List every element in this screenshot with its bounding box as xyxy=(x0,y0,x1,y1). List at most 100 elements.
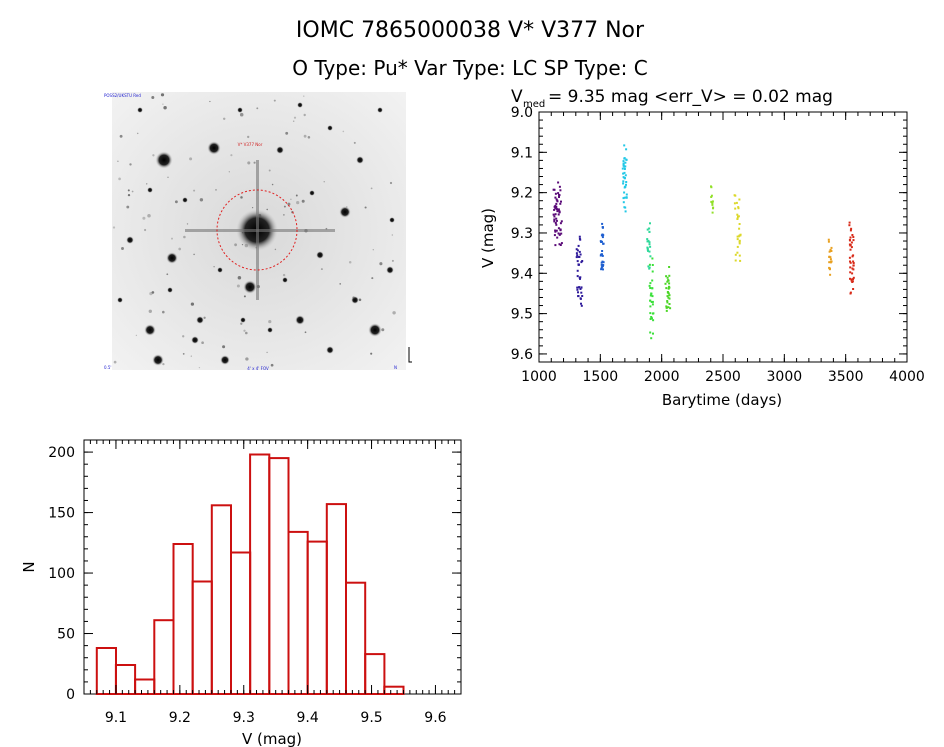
lc-data-point xyxy=(558,233,561,236)
lc-data-point xyxy=(580,261,583,264)
lc-data-point xyxy=(556,200,559,203)
lc-data-point xyxy=(711,202,714,205)
faint-star xyxy=(193,189,196,192)
lc-data-point xyxy=(556,210,559,213)
star-blob xyxy=(217,267,223,273)
lc-data-point xyxy=(668,266,671,268)
lc-data-point xyxy=(738,227,741,230)
star-blob xyxy=(182,197,188,203)
lc-data-point xyxy=(651,279,654,282)
lc-data-point xyxy=(667,296,670,299)
faint-star xyxy=(145,183,148,185)
faint-star xyxy=(239,112,244,117)
faint-star xyxy=(342,130,345,133)
lc-data-point xyxy=(623,157,626,160)
star-blob xyxy=(166,252,178,264)
lc-data-point xyxy=(577,286,580,289)
lc-data-point xyxy=(575,252,578,255)
faint-star xyxy=(358,298,362,302)
lc-data-point xyxy=(851,234,854,236)
faint-star xyxy=(303,95,305,97)
lc-data-point xyxy=(849,244,852,247)
lc-data-point xyxy=(577,244,580,247)
lc-data-point xyxy=(623,177,626,180)
lc-data-point xyxy=(624,206,627,209)
hist-x-tick-label: 9.5 xyxy=(360,710,382,726)
lc-data-point xyxy=(622,201,625,204)
star-blob xyxy=(240,317,246,323)
lc-data-point xyxy=(624,165,627,168)
faint-star xyxy=(112,226,116,229)
lc-data-point xyxy=(601,222,604,225)
lc-data-point xyxy=(649,255,652,258)
lc-data-point xyxy=(849,292,852,295)
lc-data-point xyxy=(649,294,652,297)
lc-data-point xyxy=(579,297,582,300)
faint-star xyxy=(119,134,123,138)
lc-data-point xyxy=(558,185,561,188)
lc-data-point xyxy=(734,207,737,210)
faint-star xyxy=(241,243,244,246)
hist-bar xyxy=(325,503,347,695)
lc-data-point xyxy=(555,219,558,222)
lc-data-point xyxy=(737,206,740,209)
lc-data-point xyxy=(648,263,651,266)
lc-data-point xyxy=(651,295,654,298)
star-blob xyxy=(386,266,394,274)
faint-star xyxy=(301,199,305,203)
image-corner-bottom-center: 4' x 4' FOV xyxy=(247,366,269,371)
faint-star xyxy=(270,363,274,367)
star-blob xyxy=(191,336,199,344)
hist-y-axis-label: N xyxy=(20,561,38,572)
lc-data-point xyxy=(649,299,652,302)
lc-data-point xyxy=(577,291,579,294)
faint-star xyxy=(135,334,138,337)
lc-data-point xyxy=(576,288,579,291)
lc-data-point xyxy=(667,279,670,282)
lc-data-point xyxy=(601,265,604,268)
lc-data-point xyxy=(668,282,671,285)
lc-data-point xyxy=(602,261,605,264)
faint-star xyxy=(247,161,251,165)
faint-star xyxy=(160,93,165,97)
lc-data-point xyxy=(735,201,738,204)
lc-data-point xyxy=(581,260,584,262)
lc-data-point xyxy=(648,230,651,233)
lc-data-point xyxy=(575,248,578,251)
hist-bar xyxy=(191,580,213,695)
lc-data-point xyxy=(829,258,832,261)
lc-data-point xyxy=(829,261,832,264)
lc-data-point xyxy=(668,297,671,300)
lc-data-point xyxy=(579,277,581,280)
star-blob xyxy=(368,323,382,337)
faint-star xyxy=(174,200,178,204)
lc-data-point xyxy=(648,267,651,270)
faint-star xyxy=(162,362,165,366)
star-field-image: POSS2/UKSTU Red V* V377 Nor 0.5' 4' x 4'… xyxy=(104,92,412,371)
lc-data-point xyxy=(554,213,557,216)
lc-data-point xyxy=(579,253,582,256)
lc-data-point xyxy=(646,248,649,251)
lc-data-point xyxy=(622,180,625,183)
star-blob xyxy=(152,354,164,366)
faint-star xyxy=(304,331,307,334)
lc-data-point xyxy=(649,282,652,285)
faint-star xyxy=(348,261,352,264)
lc-data-point xyxy=(651,303,654,306)
faint-star xyxy=(243,295,246,298)
lc-data-point xyxy=(736,217,739,220)
lc-data-point xyxy=(600,234,603,237)
faint-star xyxy=(307,136,311,139)
lc-data-point xyxy=(600,261,603,264)
faint-star xyxy=(199,198,204,202)
hist-bar xyxy=(153,619,175,696)
lc-data-point xyxy=(736,251,739,254)
faint-star xyxy=(222,345,226,349)
lc-data-point xyxy=(650,337,653,340)
hist-y-tick-label: 150 xyxy=(48,506,75,522)
lc-data-point xyxy=(553,188,556,191)
lc-data-point xyxy=(829,248,832,251)
hist-bar xyxy=(230,551,252,695)
lc-data-point xyxy=(651,300,654,303)
